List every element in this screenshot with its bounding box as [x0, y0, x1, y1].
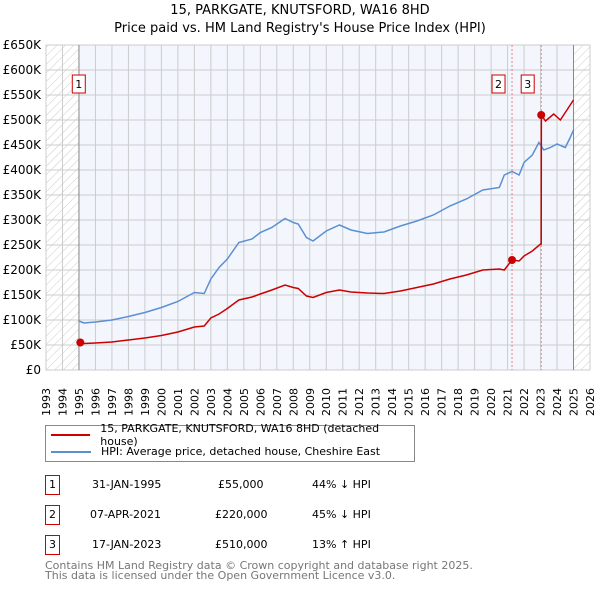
legend-item-hpi: HPI: Average price, detached house, Ches… [51, 443, 414, 460]
sale-row: 1 31-JAN-1995 £55,000 44% ↓ HPI [45, 475, 465, 495]
sale-date: 31-JAN-1995 [92, 478, 162, 491]
x-tick-label: 2007 [271, 388, 284, 416]
x-tick-label: 2025 [568, 388, 581, 416]
hpi-line [78, 129, 575, 324]
sale-price: £55,000 [218, 478, 264, 491]
y-tick-label: £100K [3, 313, 43, 327]
x-tick-label: 1993 [40, 388, 53, 416]
x-tick-label: 2022 [518, 388, 531, 416]
x-tick-label: 2017 [436, 388, 449, 416]
x-tick-label: 2006 [254, 388, 267, 416]
x-tick-label: 1995 [73, 388, 86, 416]
x-tick-label: 1996 [89, 388, 102, 416]
sale-badge: 2 [45, 505, 60, 525]
x-tick-label: 2011 [337, 388, 350, 416]
x-tick-label: 1997 [106, 388, 119, 416]
x-tick-label: 2019 [469, 388, 482, 416]
sale-price: £510,000 [215, 538, 268, 551]
y-tick-label: £500K [3, 113, 43, 127]
title-line-2: Price paid vs. HM Land Registry's House … [114, 21, 486, 36]
footer: Contains HM Land Registry data © Crown c… [45, 559, 473, 582]
sale-date: 17-JAN-2023 [92, 538, 162, 551]
sale-date: 07-APR-2021 [90, 508, 162, 521]
x-tick-label: 2012 [353, 388, 366, 416]
sale-point [508, 256, 517, 264]
hatched-region-after [573, 45, 590, 370]
x-tick-label: 2002 [188, 388, 201, 416]
x-tick-label: 2020 [485, 388, 498, 416]
x-tick-label: 2016 [419, 388, 432, 416]
title-line-1: 15, PARKGATE, KNUTSFORD, WA16 8HD [170, 3, 430, 18]
x-tick-label: 1998 [122, 388, 135, 416]
property-price-line [80, 99, 575, 345]
y-tick-label: £150K [3, 288, 43, 302]
y-tick-label: £350K [3, 188, 43, 202]
footer-line: This data is licensed under the Open Gov… [45, 569, 396, 582]
y-tick-label: £250K [3, 238, 43, 252]
legend-label: 15, PARKGATE, KNUTSFORD, WA16 8HD (detac… [100, 421, 380, 448]
x-tick-label: 2010 [320, 388, 333, 416]
x-tick-label: 2018 [452, 388, 465, 416]
legend-item-property: 15, PARKGATE, KNUTSFORD, WA16 8HD (detac… [51, 422, 414, 448]
sale-label: 3 [524, 78, 531, 91]
sale-hpi: 44% ↓ HPI [312, 478, 371, 491]
x-tick-label: 2000 [155, 388, 168, 416]
footer-line: Contains HM Land Registry data © Crown c… [45, 559, 473, 572]
x-tick-label: 2004 [221, 388, 234, 416]
x-tick-label: 2003 [205, 388, 218, 416]
x-tick-label: 2008 [287, 388, 300, 416]
x-tick-label: 2009 [304, 388, 317, 416]
y-tick-label: £550K [3, 88, 43, 102]
sale-badge: 1 [45, 475, 60, 495]
sale-badge: 3 [45, 535, 60, 555]
sale-price: £220,000 [215, 508, 268, 521]
sale-label: 2 [495, 78, 502, 91]
price-chart: 1993 1994 1995 1996 1997 1998 1999 2000 2001 2002… [3, 38, 597, 416]
y-tick-label: £300K [3, 213, 43, 227]
sale-row: 2 07-APR-2021 £220,000 45% ↓ HPI [45, 505, 465, 525]
y-tick-label: £50K [10, 338, 42, 352]
x-tick-label: 2014 [386, 388, 399, 416]
x-tick-label: 2005 [238, 388, 251, 416]
sale-hpi: 13% ↑ HPI [312, 538, 371, 551]
y-tick-label: £600K [3, 63, 43, 77]
sale-hpi: 45% ↓ HPI [312, 508, 371, 521]
x-tick-label: 2013 [370, 388, 383, 416]
legend: 15, PARKGATE, KNUTSFORD, WA16 8HD (detac… [45, 422, 415, 462]
x-tick-label: 2023 [535, 388, 548, 416]
y-tick-label: £650K [3, 38, 43, 52]
sale-label-box [71, 74, 86, 94]
x-tick-label: 2021 [502, 388, 515, 416]
y-tick-label: £200K [3, 263, 43, 277]
chart-title: 15, PARKGATE, KNUTSFORD, WA16 8HD Price … [0, 2, 600, 38]
x-tick-label: 2001 [172, 388, 185, 416]
sale-label-box [491, 74, 506, 94]
legend-label: HPI: Average price, detached house, Ches… [101, 445, 381, 458]
sale-point [76, 338, 85, 347]
x-tick-label: 2026 [584, 388, 597, 416]
sale-label: 1 [75, 78, 82, 91]
x-tick-label: 2015 [403, 388, 416, 416]
x-tick-label: 1994 [56, 388, 69, 416]
sale-label-box [520, 74, 535, 94]
sale-point [537, 111, 546, 119]
sale-row: 3 17-JAN-2023 £510,000 13% ↑ HPI [45, 535, 465, 555]
y-tick-label: £400K [3, 163, 43, 177]
x-tick-label: 2024 [551, 388, 564, 416]
y-tick-label: £450K [3, 138, 43, 152]
x-tick-label: 1999 [139, 388, 152, 416]
y-tick-label: £0 [26, 363, 41, 377]
